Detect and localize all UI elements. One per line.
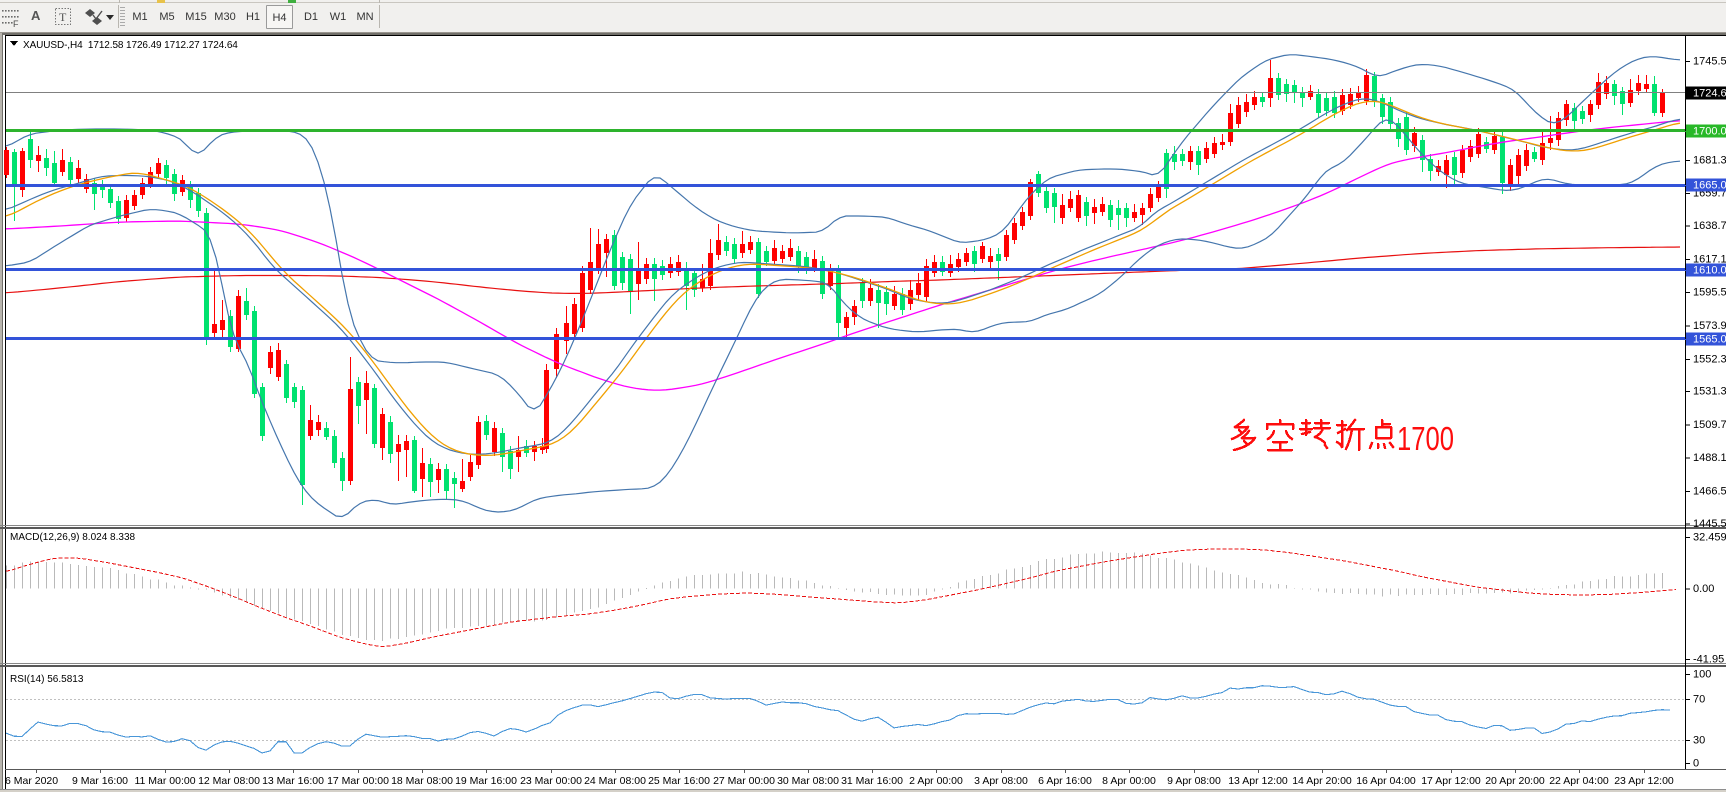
svg-text:1573.90: 1573.90	[1693, 320, 1726, 332]
svg-text:2 Apr 00:00: 2 Apr 00:00	[909, 775, 963, 787]
svg-text:MACD(12,26,9) 8.024 8.338: MACD(12,26,9) 8.024 8.338	[10, 532, 136, 543]
svg-text:25 Mar 16:00: 25 Mar 16:00	[648, 775, 710, 787]
svg-text:0.00: 0.00	[1693, 583, 1714, 595]
svg-text:1665.00: 1665.00	[1693, 180, 1726, 192]
svg-text:T: T	[59, 10, 67, 24]
svg-text:17 Mar 00:00: 17 Mar 00:00	[327, 775, 389, 787]
svg-text:1509.70: 1509.70	[1693, 419, 1726, 431]
svg-text:1565.00: 1565.00	[1693, 334, 1726, 346]
svg-text:9 Apr 08:00: 9 Apr 08:00	[1167, 775, 1221, 787]
svg-text:1724.64: 1724.64	[1693, 88, 1726, 100]
svg-text:18 Mar 08:00: 18 Mar 08:00	[391, 775, 453, 787]
svg-text:XAUUSD-,H4 1712.58 1726.49 17: XAUUSD-,H4 1712.58 1726.49 1712.27 1724.…	[23, 40, 238, 51]
svg-text:17 Apr 12:00: 17 Apr 12:00	[1421, 775, 1481, 787]
svg-text:6 Apr 16:00: 6 Apr 16:00	[1038, 775, 1092, 787]
svg-text:16 Apr 04:00: 16 Apr 04:00	[1356, 775, 1416, 787]
svg-text:1745.50: 1745.50	[1693, 56, 1726, 68]
svg-text:1700.00: 1700.00	[1693, 126, 1726, 138]
svg-text:1595.50: 1595.50	[1693, 287, 1726, 299]
svg-text:1681.30: 1681.30	[1693, 155, 1726, 167]
svg-text:1466.50: 1466.50	[1693, 486, 1726, 498]
svg-text:22 Apr 04:00: 22 Apr 04:00	[1549, 775, 1609, 787]
svg-text:19 Mar 16:00: 19 Mar 16:00	[455, 775, 517, 787]
svg-text:9 Mar 16:00: 9 Mar 16:00	[72, 775, 128, 787]
svg-text:1552.30: 1552.30	[1693, 353, 1726, 365]
svg-text:1638.70: 1638.70	[1693, 220, 1726, 232]
svg-text:1610.00: 1610.00	[1693, 264, 1726, 276]
svg-text:24 Mar 08:00: 24 Mar 08:00	[584, 775, 646, 787]
svg-text:23 Apr 12:00: 23 Apr 12:00	[1614, 775, 1674, 787]
svg-text:13 Mar 16:00: 13 Mar 16:00	[262, 775, 324, 787]
svg-text:1700: 1700	[1397, 420, 1454, 457]
svg-text:8 Apr 00:00: 8 Apr 00:00	[1102, 775, 1156, 787]
svg-text:23 Mar 00:00: 23 Mar 00:00	[520, 775, 582, 787]
svg-text:RSI(14) 56.5813: RSI(14) 56.5813	[10, 674, 84, 685]
svg-text:32.459: 32.459	[1693, 532, 1726, 544]
svg-text:20 Apr 20:00: 20 Apr 20:00	[1485, 775, 1545, 787]
svg-text:1488.10: 1488.10	[1693, 452, 1726, 464]
svg-text:100: 100	[1693, 669, 1711, 681]
svg-text:70: 70	[1693, 694, 1705, 706]
svg-text:27 Mar 00:00: 27 Mar 00:00	[713, 775, 775, 787]
svg-text:1531.30: 1531.30	[1693, 386, 1726, 398]
svg-text:30: 30	[1693, 735, 1705, 747]
svg-text:6 Mar 2020: 6 Mar 2020	[5, 775, 58, 787]
svg-text:31 Mar 16:00: 31 Mar 16:00	[841, 775, 903, 787]
svg-text:F: F	[13, 19, 19, 27]
svg-text:1617.10: 1617.10	[1693, 253, 1726, 265]
svg-text:14 Apr 20:00: 14 Apr 20:00	[1292, 775, 1352, 787]
svg-text:30 Mar 08:00: 30 Mar 08:00	[777, 775, 839, 787]
svg-text:0: 0	[1693, 758, 1699, 770]
svg-text:13 Apr 12:00: 13 Apr 12:00	[1228, 775, 1288, 787]
svg-text:12 Mar 08:00: 12 Mar 08:00	[198, 775, 260, 787]
svg-text:-41.95: -41.95	[1693, 654, 1724, 666]
svg-text:1445.50: 1445.50	[1693, 518, 1726, 530]
svg-text:11 Mar 00:00: 11 Mar 00:00	[134, 775, 195, 787]
svg-text:3 Apr 08:00: 3 Apr 08:00	[974, 775, 1028, 787]
